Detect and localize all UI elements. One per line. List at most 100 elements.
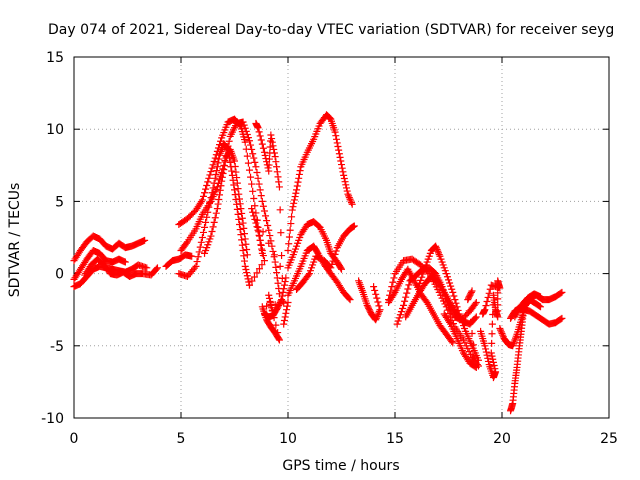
data-point-plus (275, 178, 283, 186)
data-point-plus (243, 272, 251, 280)
data-point-plus (243, 152, 251, 160)
data-point-plus (191, 264, 199, 272)
data-point-plus (212, 170, 220, 178)
data-point-plus (261, 151, 269, 159)
data-point-plus (370, 283, 378, 291)
y-tick-label: 10 (46, 122, 64, 138)
data-point-plus (445, 276, 452, 284)
y-tick-label: 0 (55, 267, 64, 283)
data-point-plus (271, 258, 279, 266)
series-arc-22 (440, 287, 480, 371)
data-point-plus (268, 135, 276, 143)
data-point-plus (405, 281, 413, 289)
data-point-plus (245, 281, 253, 289)
data-point-plus (272, 158, 280, 166)
data-point-plus (428, 308, 436, 316)
data-point-plus (240, 257, 248, 265)
data-point-plus (248, 277, 256, 285)
data-point-plus (557, 315, 565, 323)
data-point-plus (289, 203, 297, 211)
data-point-plus (483, 351, 491, 359)
data-point-plus (335, 146, 343, 154)
data-point-plus (230, 181, 238, 189)
data-point-plus (519, 312, 527, 320)
data-point-plus (397, 308, 405, 316)
data-point-plus (376, 306, 384, 314)
y-tick-label: -10 (41, 411, 64, 427)
data-point-plus (232, 168, 240, 176)
data-point-plus (257, 136, 265, 144)
data-point-plus (375, 302, 383, 310)
data-point-plus (480, 339, 488, 347)
data-point-plus (249, 150, 257, 158)
data-point-plus (372, 314, 380, 322)
data-point-plus (193, 258, 201, 266)
data-point-plus (74, 250, 82, 258)
data-point-plus (273, 163, 281, 171)
data-point-plus (488, 352, 496, 360)
data-point-plus (263, 302, 271, 310)
y-tick-label: 15 (46, 50, 64, 66)
data-point-plus (202, 185, 210, 193)
data-point-plus (253, 169, 261, 177)
data-point-plus (358, 286, 366, 294)
data-point-plus (241, 124, 249, 132)
data-point-plus (288, 206, 296, 214)
data-point-plus (257, 192, 265, 200)
data-point-plus (259, 252, 267, 260)
data-point-plus (256, 132, 264, 140)
data-point-plus (446, 298, 454, 306)
data-point-plus (253, 223, 261, 231)
data-point-plus (314, 221, 322, 229)
data-point-plus (347, 197, 355, 205)
data-point-plus (458, 347, 466, 355)
data-point-plus (330, 254, 338, 262)
data-point-plus (231, 186, 238, 194)
x-tick-labels: 0 5 10 15 20 25 (70, 431, 618, 447)
data-point-plus (331, 250, 339, 258)
data-point-plus (258, 197, 266, 205)
data-point-plus (557, 289, 565, 297)
data-point-plus (543, 319, 551, 327)
data-point-plus (206, 235, 214, 243)
data-point-plus (467, 290, 475, 298)
data-point-plus (416, 279, 424, 287)
data-point-plus (288, 213, 296, 221)
data-point-plus (332, 247, 340, 255)
data-point-plus (265, 291, 273, 299)
data-point-plus (98, 259, 106, 267)
data-point-plus (267, 131, 275, 139)
data-point-plus (451, 296, 459, 304)
data-point-plus (194, 253, 202, 261)
data-point-plus (471, 363, 479, 371)
data-point-plus (266, 298, 274, 306)
data-point-plus (448, 285, 456, 293)
data-point-plus (206, 171, 214, 179)
data-point-plus (488, 330, 496, 338)
plot-frame (73, 56, 610, 419)
data-point-plus (245, 166, 253, 174)
data-point-plus (535, 292, 543, 300)
data-point-plus (205, 174, 213, 182)
data-point-plus (415, 283, 423, 291)
data-point-plus (181, 241, 189, 249)
data-point-plus (309, 137, 317, 145)
grid-lines (74, 57, 609, 418)
data-point-plus (197, 198, 205, 206)
data-point-plus (251, 215, 259, 223)
data-point-plus (199, 192, 207, 200)
data-point-plus (470, 362, 478, 370)
data-point-plus (448, 337, 456, 345)
data-point-plus (483, 298, 491, 306)
data-point-plus (482, 345, 490, 353)
series-arc-06 (175, 140, 253, 289)
data-point-plus (216, 186, 224, 194)
data-point-plus (374, 298, 382, 306)
data-point-plus (285, 240, 293, 248)
data-point-plus (240, 136, 248, 144)
data-point-plus (452, 299, 460, 307)
data-point-plus (402, 293, 410, 301)
data-point-plus (449, 288, 457, 296)
data-point-plus (140, 237, 148, 245)
data-point-plus (280, 285, 288, 293)
